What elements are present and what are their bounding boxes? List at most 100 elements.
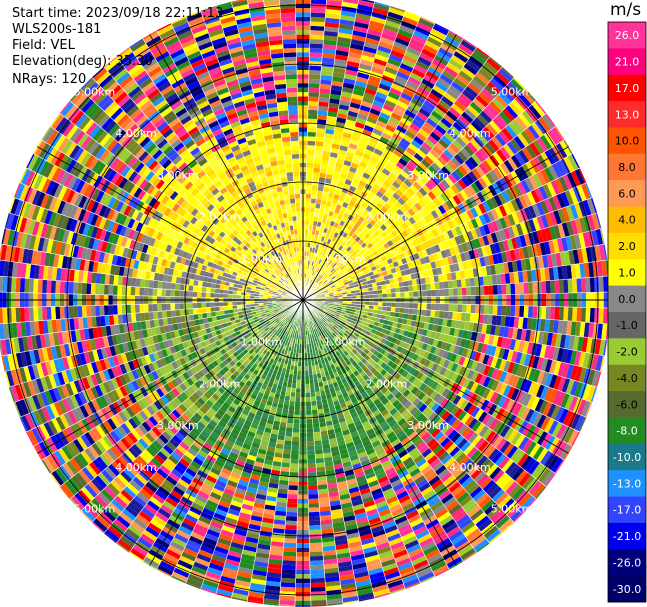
range-gate (283, 444, 292, 450)
range-gate (351, 158, 361, 166)
range-gate (444, 66, 459, 78)
range-gate (310, 591, 327, 597)
range-gate (388, 7, 405, 17)
range-gate (329, 152, 339, 159)
range-gate (308, 507, 320, 513)
range-gate (497, 305, 503, 316)
range-gate (338, 176, 346, 184)
range-gate (400, 194, 409, 203)
range-gate (534, 119, 548, 135)
range-gate (482, 107, 496, 121)
range-gate (296, 379, 301, 385)
range-gate (437, 155, 448, 166)
range-gate (469, 313, 476, 323)
range-gate (329, 261, 335, 267)
range-gate (338, 270, 344, 275)
range-gate (346, 267, 353, 273)
range-gate (433, 106, 446, 118)
range-gate (363, 208, 371, 216)
range-gate (342, 183, 351, 190)
range-gate (330, 85, 343, 92)
range-gate (373, 194, 382, 202)
range-gate (468, 55, 484, 69)
range-gate (360, 248, 367, 255)
range-gate (455, 73, 471, 86)
range-gate (343, 159, 352, 167)
range-gate (413, 290, 419, 298)
range-gate (381, 167, 391, 177)
range-gate (289, 467, 299, 473)
range-gate (350, 264, 356, 270)
range-gate (351, 239, 358, 246)
range-gate (309, 65, 322, 71)
range-gate (306, 171, 314, 177)
range-gate (306, 158, 315, 164)
range-gate (338, 23, 354, 31)
range-gate (453, 50, 469, 63)
range-gate (294, 405, 301, 411)
range-gate (388, 116, 401, 126)
range-gate (452, 194, 462, 206)
range-gate (444, 162, 455, 174)
range-gate (386, 120, 399, 129)
range-gate (285, 520, 298, 526)
range-gate (431, 228, 439, 238)
range-gate (370, 186, 379, 195)
range-gate (325, 269, 331, 275)
range-gate (309, 47, 323, 53)
range-gate (346, 147, 357, 155)
range-gate (329, 274, 335, 279)
range-gate (514, 305, 520, 318)
range-gate (463, 62, 479, 76)
range-gate (328, 210, 335, 217)
range-gate (306, 176, 313, 181)
range-gate (304, 370, 309, 376)
range-gate (417, 56, 432, 67)
range-gate (325, 263, 330, 269)
range-gate (310, 3, 327, 9)
range-gate (402, 133, 414, 144)
range-gate (369, 136, 380, 145)
range-gate (320, 283, 325, 288)
range-gate (365, 144, 376, 153)
range-gate (450, 81, 465, 93)
range-gate (450, 184, 460, 195)
range-gate (345, 251, 352, 258)
range-gate (314, 272, 318, 277)
range-gate (373, 294, 379, 299)
range-gate (415, 211, 424, 220)
range-gate (312, 180, 319, 186)
range-gate (279, 599, 296, 606)
range-gate (296, 383, 301, 389)
range-gate (408, 308, 414, 315)
range-gate (281, 564, 297, 570)
range-gate (589, 307, 595, 323)
range-gate (448, 106, 462, 119)
range-gate (289, 396, 296, 402)
range-gate (348, 236, 355, 243)
range-gate (408, 196, 418, 206)
range-gate (547, 129, 560, 146)
range-gate (307, 114, 318, 120)
range-gate (355, 12, 372, 21)
range-gate (486, 81, 501, 95)
range-gate (554, 279, 560, 294)
range-gate (339, 99, 351, 107)
range-gate (306, 441, 315, 446)
range-gate (369, 108, 381, 117)
range-gate (398, 96, 411, 106)
range-gate (563, 156, 575, 173)
range-gate (292, 423, 300, 429)
range-gate (334, 282, 340, 287)
range-gate (330, 202, 337, 209)
range-gate (295, 388, 301, 393)
range-gate (505, 283, 511, 295)
range-gate (304, 251, 307, 256)
range-gate (338, 280, 344, 285)
range-gate (451, 103, 464, 115)
range-gate (417, 309, 423, 316)
range-gate (366, 33, 381, 42)
range-gate (315, 132, 325, 138)
range-gate (346, 259, 353, 265)
range-gate (318, 97, 330, 103)
